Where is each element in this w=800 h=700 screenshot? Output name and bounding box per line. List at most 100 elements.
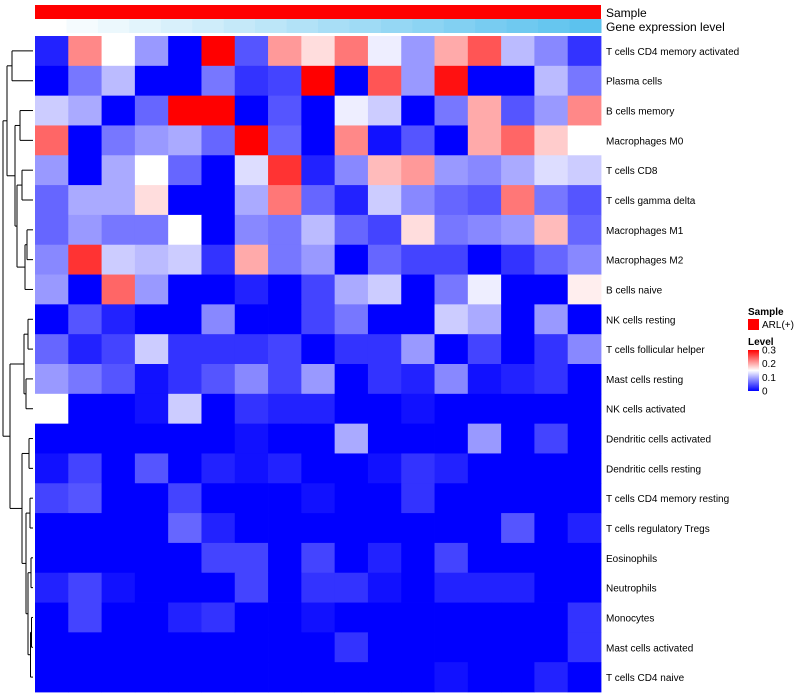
heatmap-cell: [234, 334, 269, 365]
heatmap-cell: [168, 274, 202, 305]
expression-annotation-cell: [318, 19, 350, 33]
heatmap-cell: [101, 304, 136, 335]
heatmap-cell: [68, 513, 102, 544]
heatmap-cell: [134, 155, 169, 186]
row-label: Dendritic cells resting: [606, 464, 701, 475]
heatmap-cell: [68, 304, 102, 335]
heatmap-cell: [467, 125, 502, 156]
heatmap-cell: [234, 214, 269, 246]
heatmap-cell: [168, 364, 202, 395]
heatmap-cell: [134, 125, 169, 156]
heatmap-cell: [201, 632, 236, 663]
heatmap-cell: [35, 334, 69, 365]
heatmap-cell: [134, 95, 169, 126]
heatmap-cell: [534, 244, 569, 275]
heatmap-cell: [168, 155, 202, 186]
heatmap-cell: [134, 274, 169, 305]
heatmap-cell: [467, 155, 502, 186]
heatmap-cell: [101, 662, 136, 693]
heatmap-cell: [534, 155, 569, 186]
heatmap-cell: [467, 662, 502, 693]
heatmap-cell: [68, 662, 102, 693]
heatmap-cell: [234, 304, 269, 335]
heatmap-cell: [501, 364, 535, 395]
heatmap-cell: [301, 364, 336, 395]
heatmap-cell: [134, 602, 169, 633]
heatmap-cell: [201, 393, 236, 425]
heatmap-cell: [401, 334, 435, 365]
expression-annotation-cell: [506, 19, 539, 33]
heatmap-cell: [234, 95, 269, 126]
heatmap-cell: [134, 334, 169, 365]
heatmap-cell: [567, 214, 602, 246]
heatmap-cell: [268, 423, 302, 454]
heatmap-cell: [234, 65, 269, 97]
heatmap-cell: [168, 662, 202, 693]
heatmap-cell: [168, 483, 202, 514]
heatmap-cell: [201, 65, 236, 97]
heatmap-cell: [401, 364, 435, 395]
row-label: B cells naive: [606, 285, 663, 296]
heatmap-cell: [501, 423, 535, 454]
heatmap-cell: [201, 214, 236, 246]
heatmap-cell: [434, 602, 469, 633]
heatmap-cell: [434, 662, 469, 693]
heatmap-cell: [68, 572, 102, 603]
sample-annotation-label: Sample: [606, 6, 647, 20]
row-label: Dendritic cells activated: [606, 435, 711, 446]
heatmap-cell: [401, 513, 435, 544]
heatmap-cell: [35, 214, 69, 246]
heatmap-cell: [501, 572, 535, 603]
heatmap-cell: [234, 542, 269, 574]
expression-annotation-cell: [443, 19, 476, 33]
heatmap-cell: [101, 36, 136, 67]
heatmap-cell: [467, 185, 502, 216]
heatmap-cell: [201, 125, 236, 156]
heatmap-cell: [534, 513, 569, 544]
expression-annotation-cell: [412, 19, 445, 33]
heatmap-cell: [401, 423, 435, 454]
heatmap-cell: [201, 95, 236, 126]
heatmap-cell: [401, 36, 435, 67]
heatmap-cell: [367, 602, 402, 633]
heatmap-cell: [467, 453, 502, 484]
heatmap-cell: [168, 513, 202, 544]
heatmap-cell: [201, 364, 236, 395]
row-label: T cells follicular helper: [606, 345, 705, 356]
heatmap-cell: [401, 244, 435, 275]
expression-annotation-label: Gene expression level: [606, 20, 725, 34]
heatmap-cell: [35, 155, 69, 186]
heatmap-cell: [467, 214, 502, 246]
heatmap-cell: [401, 214, 435, 246]
heatmap-cell: [567, 393, 602, 425]
heatmap-cell: [567, 483, 602, 514]
legend-level-ticks: 0.3 0.2 0.1 0: [762, 346, 776, 398]
heatmap-cell: [567, 662, 602, 693]
expression-annotation-cell: [129, 19, 162, 33]
heatmap-cell: [268, 393, 302, 425]
expression-annotation-cell: [380, 19, 413, 33]
heatmap-cell: [501, 214, 535, 246]
heatmap-cell: [234, 423, 269, 454]
heatmap-cell: [334, 185, 369, 216]
heatmap-cell: [201, 304, 236, 335]
heatmap-cell: [467, 36, 502, 67]
heatmap-cell: [68, 155, 102, 186]
expression-annotation-cell: [66, 19, 99, 33]
heatmap-cell: [501, 155, 535, 186]
heatmap-cell: [567, 125, 602, 156]
expression-annotation-cell: [97, 19, 130, 33]
row-label: Neutrophils: [606, 584, 657, 595]
heatmap-cell: [401, 125, 435, 156]
heatmap-cell: [334, 393, 369, 425]
heatmap-cell: [534, 125, 569, 156]
heatmap-cell: [534, 304, 569, 335]
heatmap-cell: [35, 65, 69, 97]
heatmap-cell: [567, 155, 602, 186]
heatmap-cell: [301, 423, 336, 454]
heatmap-cell: [268, 304, 302, 335]
heatmap-cell: [467, 483, 502, 514]
heatmap-cell: [301, 36, 336, 67]
heatmap-cell: [35, 125, 69, 156]
sample-annotation-bar: [35, 5, 601, 19]
